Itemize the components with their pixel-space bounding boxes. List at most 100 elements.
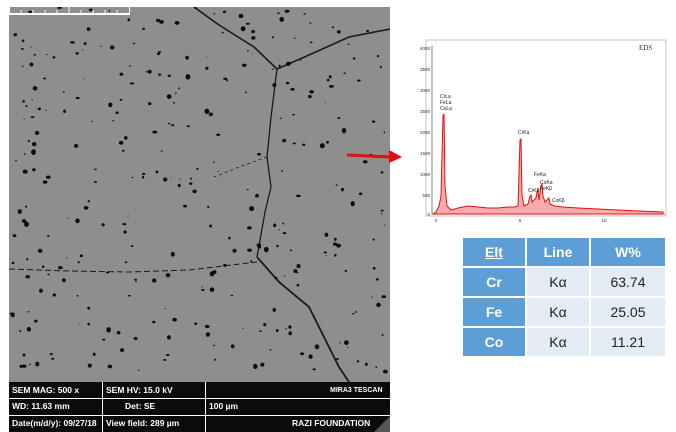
- pore: [352, 57, 356, 60]
- x-tick: 10: [601, 218, 607, 223]
- pore: [380, 209, 384, 212]
- view-field: View field: 289 µm: [106, 418, 180, 428]
- pore: [331, 26, 335, 29]
- pore: [13, 33, 18, 37]
- pore: [119, 72, 124, 76]
- pore: [93, 168, 97, 170]
- pores: [9, 7, 388, 374]
- pore: [141, 175, 145, 179]
- y-tick: 500: [422, 193, 430, 198]
- pore: [177, 183, 181, 188]
- pore: [214, 358, 217, 361]
- pore: [296, 284, 300, 287]
- pore: [362, 160, 368, 164]
- pore: [87, 322, 90, 326]
- pore: [196, 167, 199, 171]
- pore: [314, 344, 320, 350]
- pore: [285, 61, 291, 67]
- cell-weight: 11.21: [591, 328, 665, 356]
- pore: [309, 90, 315, 94]
- pore: [100, 45, 102, 47]
- header-elt: Elt: [463, 238, 525, 266]
- pore: [282, 222, 285, 225]
- pore: [241, 63, 247, 68]
- pore: [365, 362, 368, 366]
- header-weight: W%: [591, 238, 665, 266]
- pore: [75, 218, 80, 224]
- pore: [21, 364, 27, 368]
- micrograph-image: [9, 7, 390, 382]
- y-tick: 2000: [420, 130, 431, 135]
- x-tick: 5: [519, 218, 522, 223]
- pore: [172, 317, 177, 322]
- pore: [347, 346, 349, 348]
- pore: [24, 205, 28, 208]
- pore: [170, 251, 175, 257]
- pore: [167, 335, 171, 340]
- pore: [33, 53, 37, 56]
- pore: [204, 108, 210, 114]
- pore: [269, 349, 272, 351]
- pore: [341, 127, 347, 134]
- sem-mag: SEM MAG: 500 x: [12, 385, 80, 395]
- pore: [77, 261, 80, 264]
- pore: [344, 340, 349, 345]
- pore: [312, 368, 316, 371]
- pore: [124, 136, 128, 140]
- pore: [112, 120, 115, 122]
- pore: [141, 173, 146, 175]
- pore: [45, 109, 47, 111]
- pore: [83, 42, 87, 45]
- pore: [23, 118, 25, 120]
- pore: [246, 188, 249, 191]
- scale-label: 100 µm: [209, 401, 238, 411]
- pore: [155, 170, 159, 174]
- peak-labels: CrLa FeLa CoLa CrKa FeKa CrKβ CoKa FeKβ …: [440, 94, 565, 204]
- pore: [142, 27, 146, 30]
- pore: [328, 85, 334, 88]
- pore: [325, 255, 327, 257]
- x-tick: 0: [435, 218, 438, 223]
- pore: [17, 209, 22, 214]
- peak-label: CoKa: [540, 180, 553, 186]
- pore: [209, 224, 212, 228]
- peak-label: CoLa: [440, 106, 452, 112]
- pore: [278, 64, 281, 67]
- pore: [79, 254, 84, 258]
- pore: [43, 77, 47, 80]
- cell-weight: 25.05: [591, 298, 665, 326]
- pore: [230, 344, 235, 349]
- pore: [205, 66, 209, 70]
- pore: [230, 294, 234, 297]
- pore: [296, 264, 301, 269]
- pore: [257, 152, 261, 156]
- table-row: Cr Kα 63.74: [463, 268, 665, 296]
- pore: [163, 359, 167, 361]
- pore: [208, 112, 214, 117]
- working-distance: WD: 11.63 mm: [12, 401, 70, 411]
- pore: [155, 18, 161, 22]
- pore: [201, 288, 205, 292]
- pore: [375, 278, 379, 281]
- pore: [63, 109, 67, 113]
- pore: [279, 17, 285, 22]
- pore: [383, 131, 386, 134]
- pore: [190, 177, 192, 180]
- pore: [145, 71, 148, 73]
- pore: [278, 229, 280, 231]
- pore: [216, 133, 221, 137]
- pore: [324, 232, 329, 237]
- pore: [371, 120, 376, 123]
- pore: [81, 49, 84, 51]
- pore: [376, 302, 381, 308]
- pore: [28, 10, 33, 14]
- pore: [22, 65, 24, 68]
- header-line: Line: [527, 238, 589, 266]
- pore: [42, 265, 45, 269]
- pore: [285, 81, 290, 85]
- pore: [336, 30, 341, 34]
- pore: [308, 95, 312, 99]
- peak-label: CrLa: [440, 94, 451, 100]
- pore: [11, 261, 15, 265]
- pore: [251, 30, 256, 34]
